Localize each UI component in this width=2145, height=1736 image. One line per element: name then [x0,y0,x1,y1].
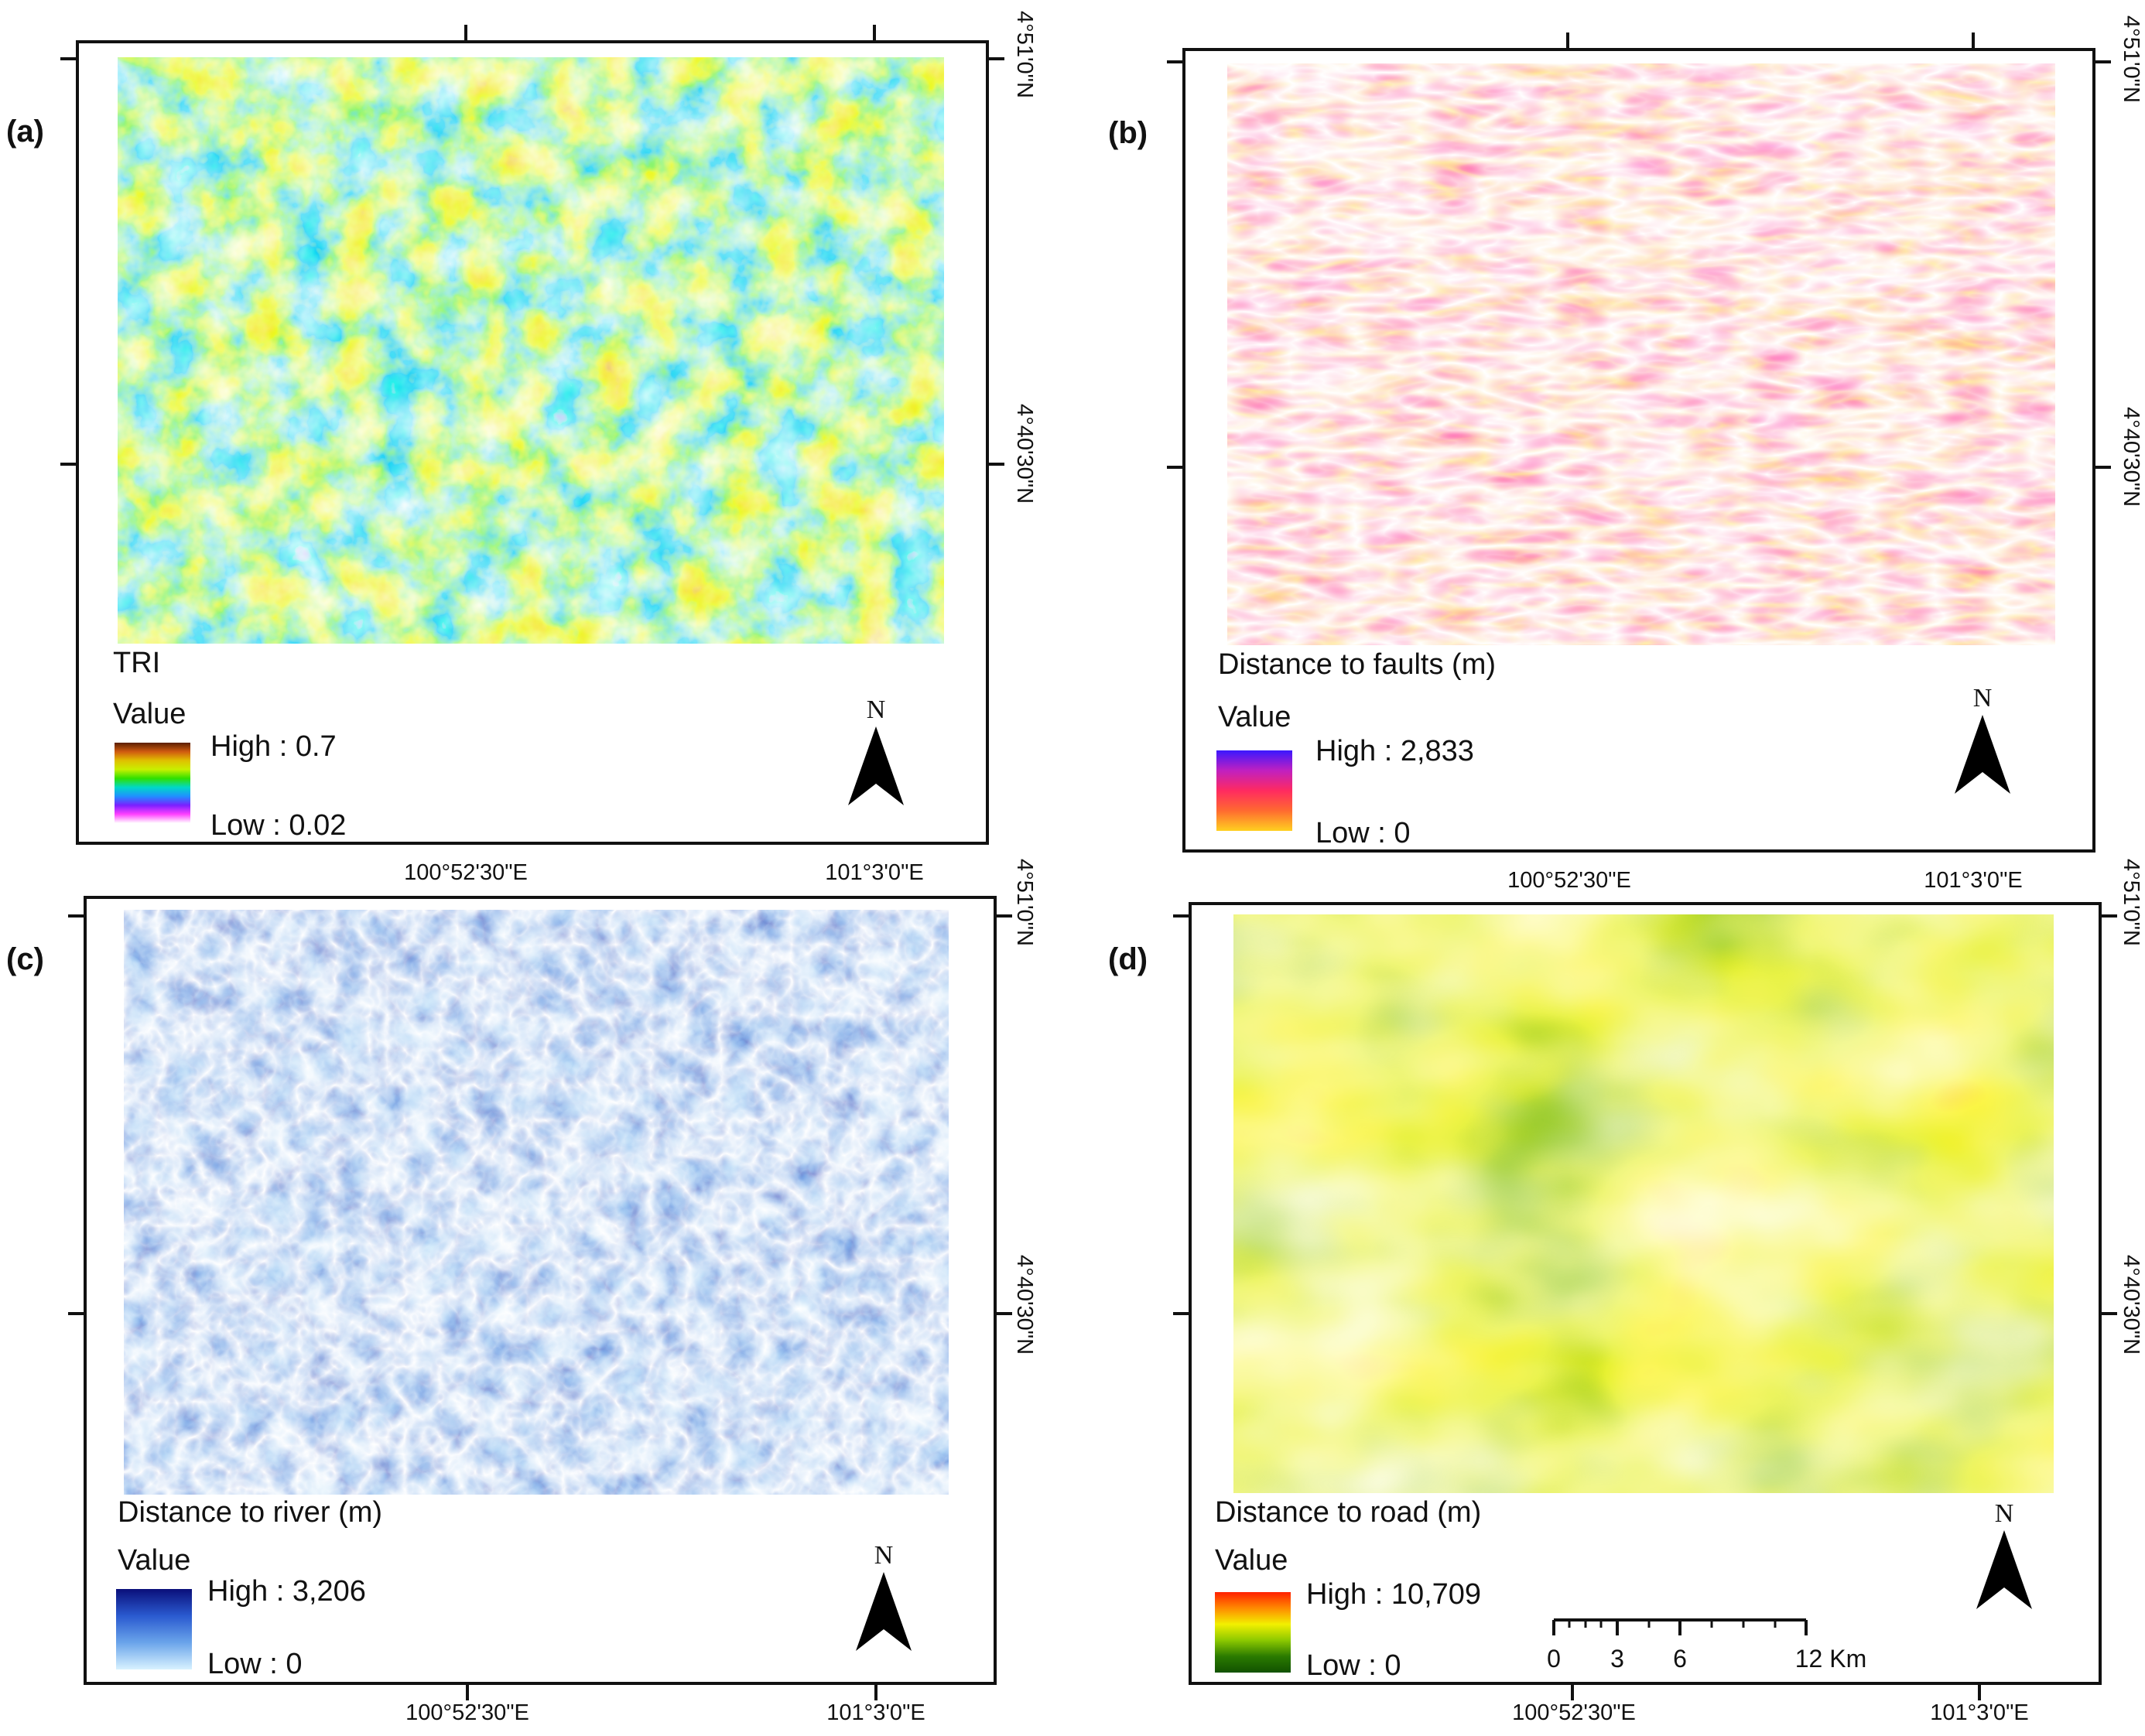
latitude-label: 4°40'30"N [1012,404,1037,504]
north-arrow-icon [1976,1530,2032,1609]
longitude-label: 100°52'30"E [404,860,528,885]
tick-mark [873,25,876,40]
legend-heading: Value [1215,1544,1288,1577]
north-arrow-label: N [866,695,886,724]
longitude-label: 101°3'0"E [1930,1700,2029,1725]
panel-label: (a) [6,114,44,149]
tick-mark [60,57,76,60]
tick-mark [2095,60,2111,63]
tick-mark [1173,914,1189,918]
tick-mark [874,1685,878,1700]
tick-mark [1566,32,1569,48]
north-arrow-label: N [1972,684,1993,713]
map-title: Distance to road (m) [1215,1496,1482,1529]
map-title: Distance to river (m) [118,1496,383,1529]
latitude-label: 4°40'30"N [1012,1255,1037,1355]
longitude-label: 101°3'0"E [825,860,924,885]
tick-mark [989,57,1004,60]
longitude-label: 101°3'0"E [1924,868,2023,893]
river-raster [124,910,949,1495]
tick-mark [1972,32,1975,48]
latitude-label: 4°51'0"N [2119,15,2143,103]
road-raster-svg [1233,914,2054,1493]
color-ramp [116,1589,192,1669]
legend-heading: Value [113,698,186,730]
north-arrow-icon [1955,715,2010,794]
latitude-label: 4°51'0"N [2119,859,2143,946]
tick-mark [1173,1312,1189,1315]
tick-mark [1571,1685,1574,1700]
north-arrow-label: N [1994,1499,2014,1528]
map-title: Distance to faults (m) [1218,648,1496,681]
tick-mark [1167,60,1182,63]
tri-raster-svg [118,57,944,644]
legend-heading: Value [1218,701,1291,733]
tick-mark [68,1312,84,1315]
legend-heading: Value [118,1544,191,1577]
tick-mark [997,1312,1012,1315]
color-ramp [1215,1592,1291,1673]
color-ramp [1216,750,1292,831]
panel-label: (b) [1108,116,1148,150]
color-ramp [115,743,190,823]
scale-bar-graphic [1552,1618,1808,1635]
longitude-label: 101°3'0"E [826,1700,925,1725]
scale-tick-label: 12 Km [1794,1645,1867,1673]
legend-low-label: Low : 0.02 [210,809,347,842]
tick-mark [989,463,1004,466]
faults-raster [1227,63,2055,645]
legend-high-label: High : 10,709 [1306,1578,1482,1611]
longitude-label: 100°52'30"E [1512,1700,1636,1725]
map-panel-c: Distance to river (m) Value High : 3,206… [84,896,997,1685]
scale-tick-label: 0 [1547,1645,1561,1673]
legend-high-label: High : 3,206 [207,1575,366,1608]
latitude-label: 4°51'0"N [1012,11,1037,98]
tick-mark [2095,466,2111,469]
north-arrow: N [845,697,907,812]
tick-mark [1978,1685,1981,1700]
north-arrow-icon [848,726,904,805]
longitude-label: 100°52'30"E [1507,868,1631,893]
longitude-label: 100°52'30"E [405,1700,529,1725]
latitude-label: 4°40'30"N [2119,407,2143,507]
map-panel-d: Distance to road (m) Value High : 10,709… [1189,902,2102,1685]
tick-mark [2102,914,2117,918]
latitude-label: 4°40'30"N [2119,1255,2143,1355]
road-raster [1233,914,2054,1493]
tick-mark [60,463,76,466]
legend-high-label: High : 0.7 [210,730,337,763]
panel-label: (d) [1108,942,1148,976]
tick-mark [2102,1312,2117,1315]
north-arrow-label: N [874,1541,894,1570]
faults-raster-svg [1227,63,2055,645]
tri-raster [118,57,944,644]
latitude-label: 4°51'0"N [1012,859,1037,946]
tick-mark [1167,466,1182,469]
tick-mark [464,25,467,40]
legend-low-label: Low : 0 [1315,817,1411,849]
scale-bar [1552,1617,1808,1640]
map-title: TRI [113,647,161,679]
scale-tick-label: 3 [1610,1645,1624,1673]
tick-mark [68,914,84,918]
scale-tick-label: 6 [1673,1645,1687,1673]
map-panel-a: TRI Value High : 0.7 Low : 0.02 N [76,40,989,845]
north-arrow: N [1973,1501,2035,1616]
panel-label: (c) [6,942,44,976]
north-arrow: N [1952,685,2013,801]
legend-high-label: High : 2,833 [1315,735,1474,767]
legend-low-label: Low : 0 [1306,1649,1401,1682]
map-panel-b: Distance to faults (m) Value High : 2,83… [1182,48,2095,853]
tick-mark [466,1685,469,1700]
legend-low-label: Low : 0 [207,1648,303,1680]
north-arrow-icon [856,1572,912,1651]
river-raster-svg [124,910,949,1495]
north-arrow: N [853,1543,915,1658]
tick-mark [997,914,1012,918]
